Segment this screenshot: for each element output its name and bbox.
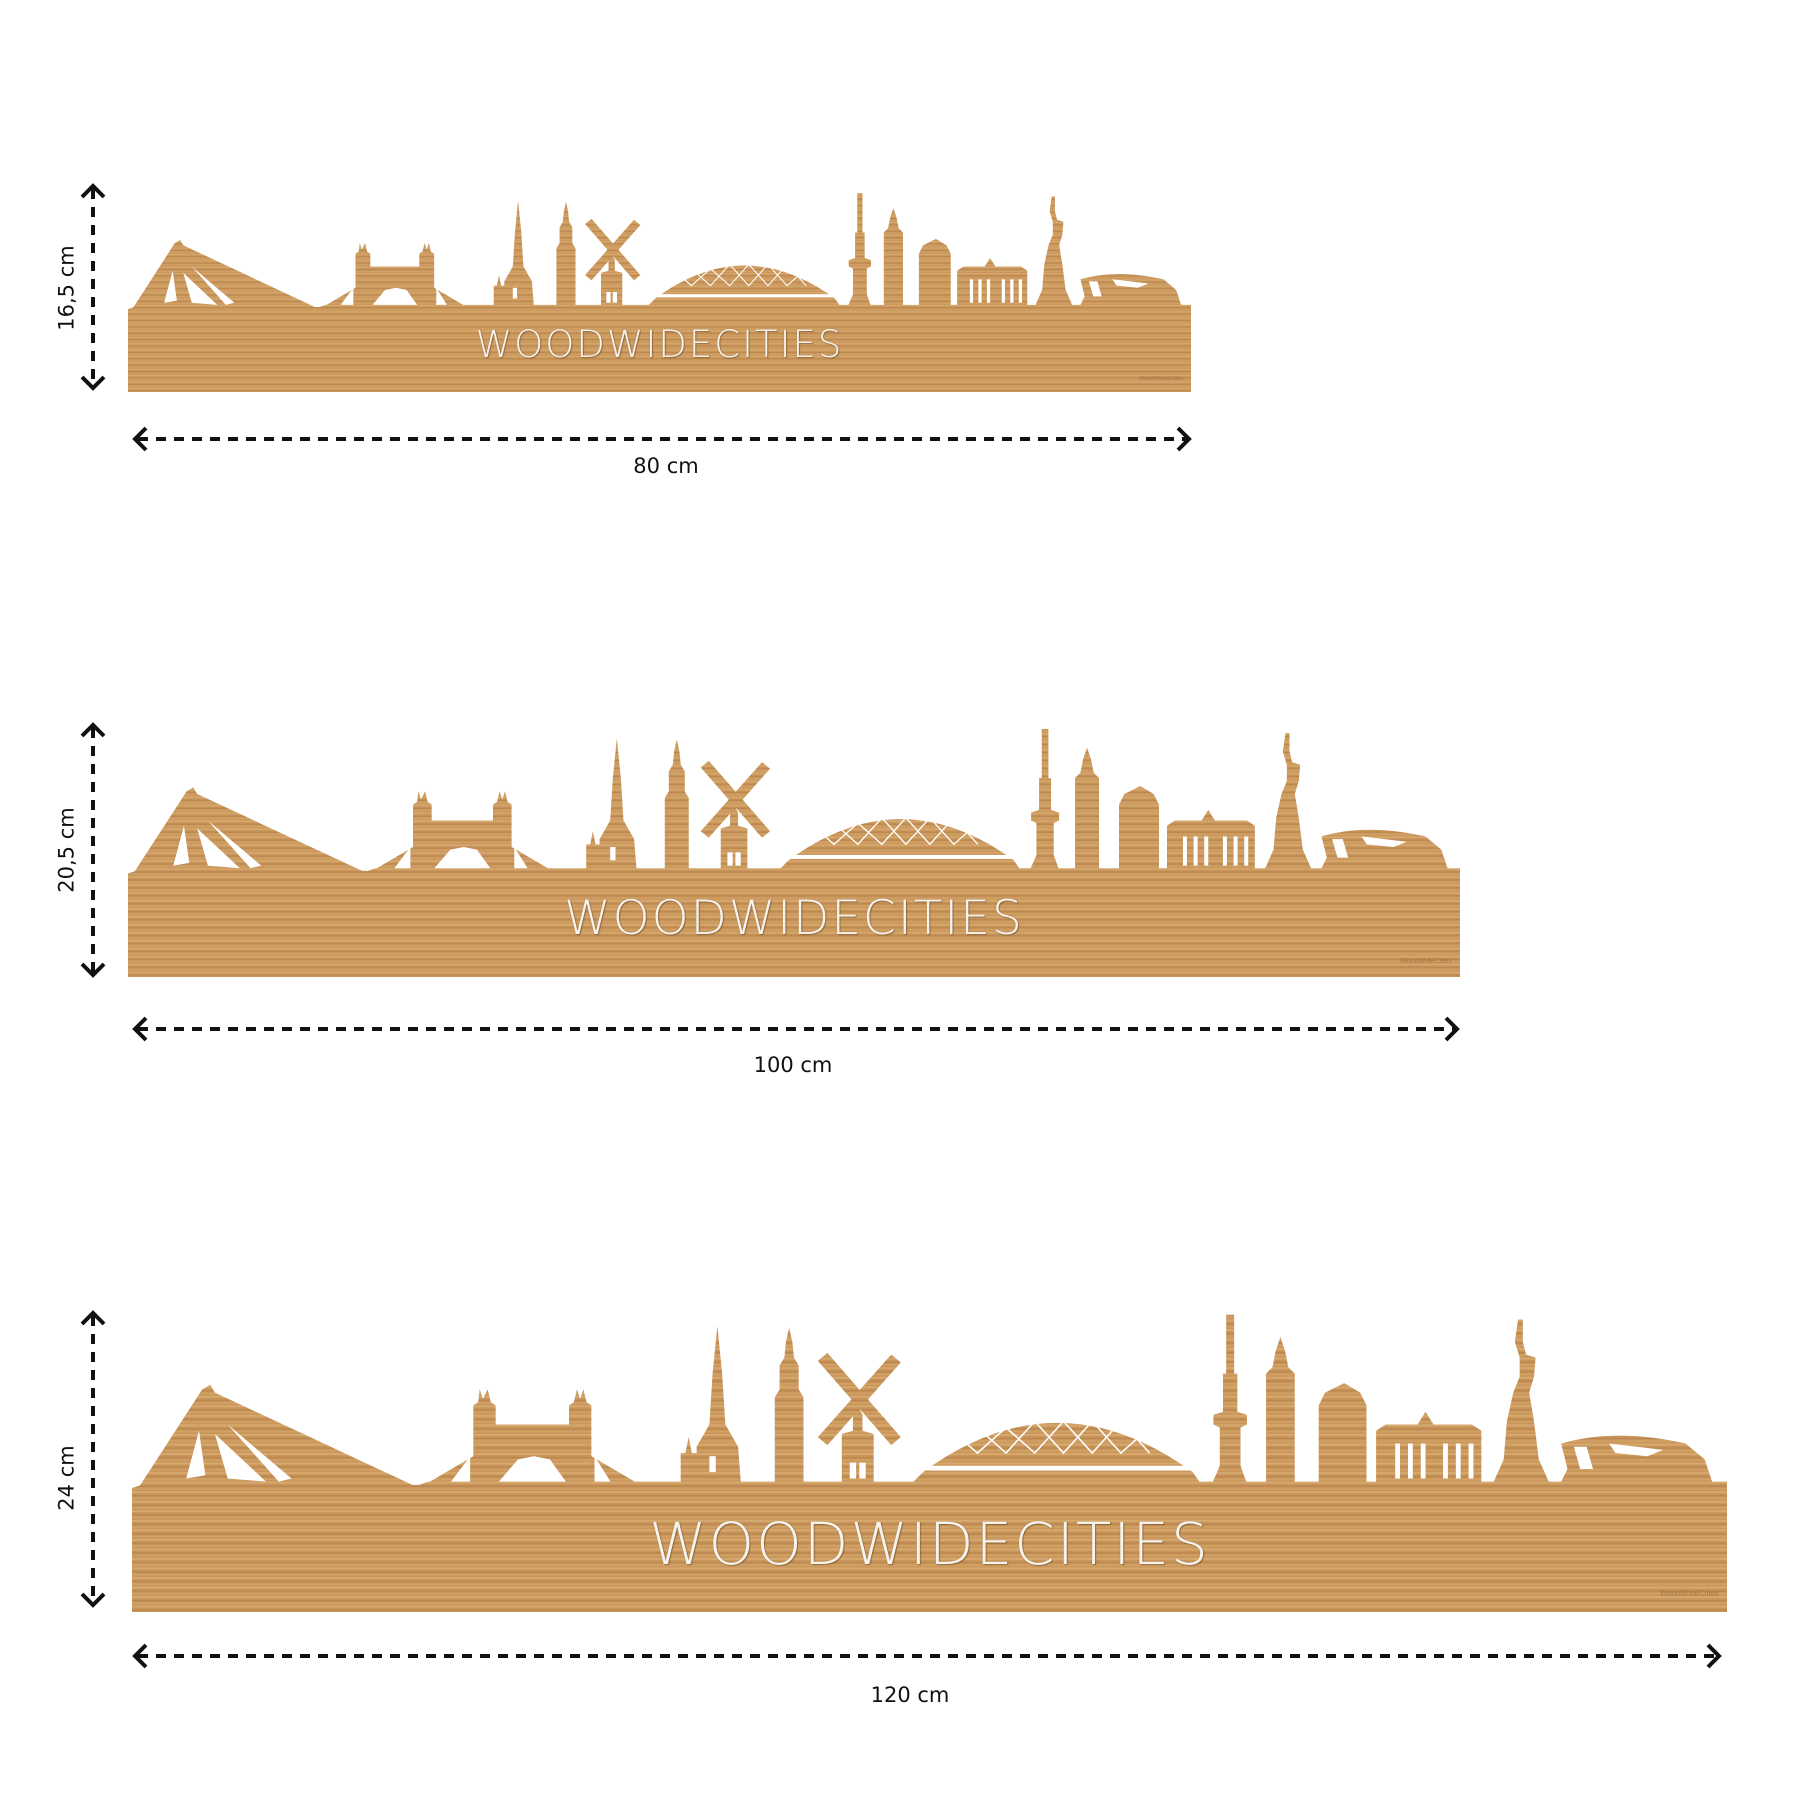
width-arrow [132,426,1192,452]
brand-text: WOODWIDECITIES [564,891,1024,946]
skyline-80cm: WOODWIDECITIES WoodWideCities [127,190,1192,393]
brand-text: WOODWIDECITIES [649,1510,1210,1578]
logo: WoodWideCities [1138,376,1183,382]
skyline-100cm: WOODWIDECITIES WoodWideCities [127,725,1461,978]
height-label: 20,5 cm [54,807,79,893]
brand-text: WOODWIDECITIES [475,323,844,366]
width-arrow [132,1016,1460,1042]
logo: WoodWideCities [1400,958,1452,965]
height-arrow [80,1310,106,1608]
height-label: 16,5 cm [54,245,79,331]
height-arrow [80,183,106,391]
logo: WoodWideCities [1660,1589,1719,1598]
skyline-120cm: WOODWIDECITIES WoodWideCities [131,1310,1728,1613]
height-arrow [80,722,106,978]
width-label: 120 cm [870,1683,950,1707]
width-label: 100 cm [753,1053,833,1077]
height-label: 24 cm [54,1445,79,1511]
width-arrow [132,1643,1722,1669]
width-label: 80 cm [633,454,699,478]
